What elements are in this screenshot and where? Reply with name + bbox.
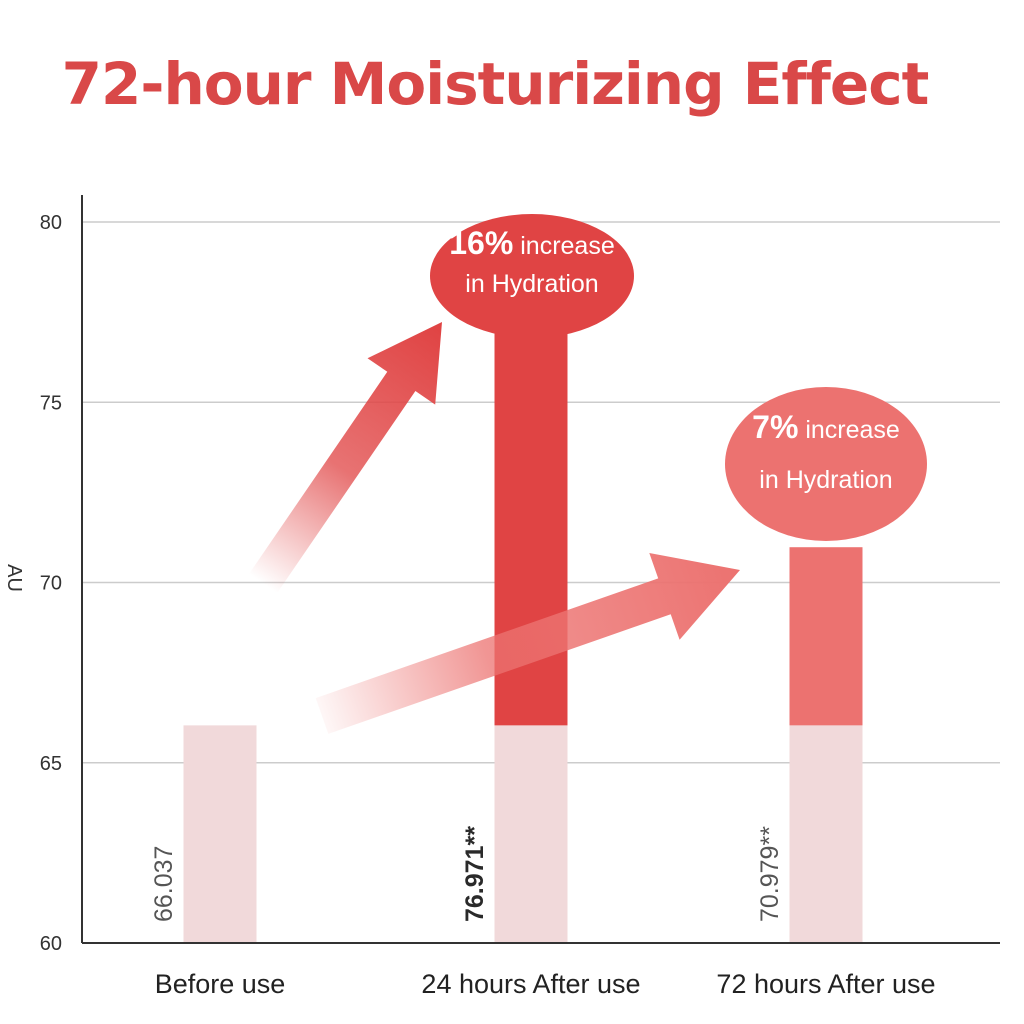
callout-increase-text: increase <box>513 232 614 260</box>
y-tick-label: 65 <box>40 753 62 775</box>
y-tick-label: 60 <box>40 933 62 955</box>
callout-line-1: 16% increase <box>449 225 615 261</box>
bar-value-label: 70.979** <box>756 826 784 922</box>
callout-line-2: in Hydration <box>465 270 598 298</box>
callout-bubble <box>725 387 927 541</box>
bar-baseline-segment <box>183 725 257 943</box>
callout-line-1: 7% increase <box>752 409 900 445</box>
y-tick-label: 80 <box>40 212 62 234</box>
bar-value-label: 66.037 <box>150 846 178 922</box>
chart-title: 72-hour Moisturizing Effect <box>61 50 930 118</box>
callout-percent: 16% <box>449 225 513 261</box>
x-category-label: 72 hours After use <box>716 969 935 999</box>
bar-value-label: 76.971** <box>461 826 489 922</box>
increase-arrow-24h <box>248 322 442 595</box>
callout-increase-text: increase <box>798 416 899 444</box>
callout-percent: 7% <box>752 409 798 445</box>
callout-line-2: in Hydration <box>759 466 892 494</box>
y-tick-label: 70 <box>40 573 62 595</box>
x-category-label: Before use <box>155 969 286 999</box>
bar-increase-segment <box>789 547 863 726</box>
bar-baseline-segment <box>494 725 568 943</box>
callout-bubble <box>430 214 634 338</box>
bar-baseline-segment <box>789 725 863 943</box>
y-axis-label: AU <box>3 564 25 592</box>
x-category-label: 24 hours After use <box>421 969 640 999</box>
y-tick-label: 75 <box>40 392 62 414</box>
increase-arrow-72h <box>315 553 740 734</box>
